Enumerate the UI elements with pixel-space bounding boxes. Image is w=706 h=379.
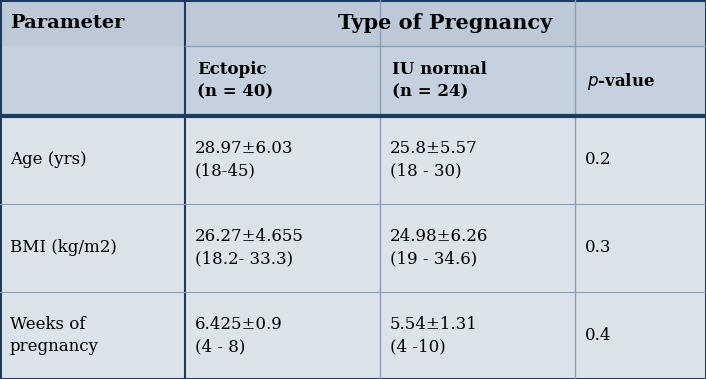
Text: Age (yrs): Age (yrs) (10, 152, 87, 169)
Text: Parameter: Parameter (10, 14, 124, 32)
Bar (185, 116, 380, 204)
Bar (0, 204, 185, 292)
Bar (185, 292, 380, 379)
Bar (380, 292, 575, 379)
Bar (380, 204, 575, 292)
Text: 26.27±4.655
(18.2- 33.3): 26.27±4.655 (18.2- 33.3) (195, 229, 304, 268)
Text: 24.98±6.26
(19 - 34.6): 24.98±6.26 (19 - 34.6) (390, 229, 489, 268)
Bar (185, 204, 380, 292)
Text: $\it{p}$-value: $\it{p}$-value (587, 70, 655, 91)
Bar (185, 46, 380, 116)
Text: 0.2: 0.2 (585, 152, 611, 169)
Text: 25.8±5.57
(18 - 30): 25.8±5.57 (18 - 30) (390, 140, 478, 180)
Bar (575, 292, 706, 379)
Text: 0.4: 0.4 (585, 327, 611, 344)
Bar (575, 46, 706, 116)
Text: Ectopic
(n = 40): Ectopic (n = 40) (197, 61, 273, 100)
Text: 5.54±1.31
(4 -10): 5.54±1.31 (4 -10) (390, 316, 478, 355)
Bar (380, 46, 575, 116)
Bar (185, 0, 706, 46)
Text: 6.425±0.9
(4 - 8): 6.425±0.9 (4 - 8) (195, 316, 282, 355)
Bar (380, 116, 575, 204)
Bar (0, 0, 185, 46)
Text: 28.97±6.03
(18-45): 28.97±6.03 (18-45) (195, 140, 294, 180)
Text: 0.3: 0.3 (585, 240, 611, 257)
Text: IU normal
(n = 24): IU normal (n = 24) (392, 61, 487, 100)
Bar (575, 204, 706, 292)
Bar (0, 292, 185, 379)
Text: Type of Pregnancy: Type of Pregnancy (338, 13, 553, 33)
Bar (575, 116, 706, 204)
Bar (0, 46, 185, 116)
Bar (0, 116, 185, 204)
Text: BMI (kg/m2): BMI (kg/m2) (10, 240, 117, 257)
Text: Weeks of
pregnancy: Weeks of pregnancy (10, 316, 99, 355)
